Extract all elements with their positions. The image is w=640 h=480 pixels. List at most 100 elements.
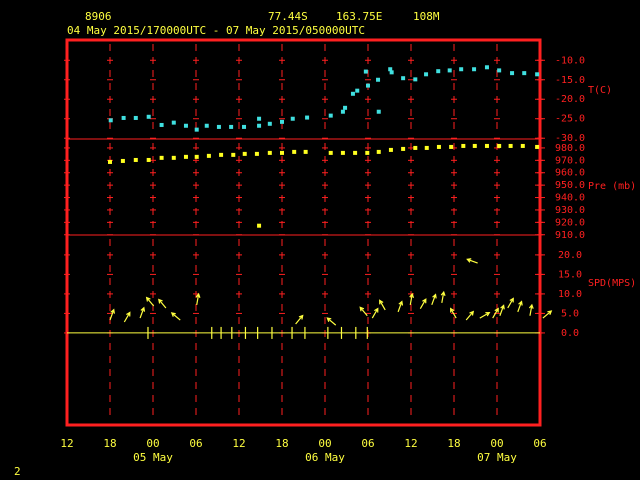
x-tick-label: 06: [361, 437, 374, 450]
data-point: [353, 150, 358, 155]
data-point: [484, 143, 489, 148]
wind-arrow: [479, 311, 491, 319]
axis-label: T(C): [588, 85, 612, 96]
y-tick-label: 10.0: [558, 289, 582, 300]
data-point: [108, 118, 113, 123]
data-point: [292, 149, 297, 154]
data-point: [388, 147, 393, 152]
wind-arrow: [507, 297, 514, 309]
data-point: [365, 150, 370, 155]
data-point: [424, 72, 429, 77]
data-point: [413, 77, 418, 82]
data-point: [108, 159, 112, 164]
x-tick-label: 00: [490, 437, 503, 450]
data-point: [242, 124, 247, 129]
data-point: [280, 119, 284, 124]
wind-arrow: [170, 312, 181, 321]
data-point: [206, 153, 211, 158]
data-point: [242, 151, 247, 156]
y-tick-label: -30.0: [555, 133, 585, 144]
wind-arrow: [158, 298, 167, 309]
data-point: [216, 124, 221, 129]
data-point: [436, 69, 441, 74]
y-tick-label: 940.0: [555, 193, 585, 204]
data-point: [219, 152, 224, 157]
y-tick-label: 930.0: [555, 205, 585, 216]
station-id: 8906: [85, 10, 112, 23]
x-tick-label: 18: [103, 437, 116, 450]
wind-arrow: [295, 314, 304, 325]
wind-arrow: [397, 300, 404, 313]
data-point: [290, 116, 295, 121]
data-point: [461, 143, 466, 148]
wind-arrow: [109, 308, 115, 321]
wind-arrow: [409, 292, 415, 305]
data-point: [267, 121, 272, 126]
y-tick-label: 20.0: [558, 250, 582, 261]
wind-arrow: [440, 290, 446, 303]
x-tick-label: 18: [275, 437, 288, 450]
y-tick-label: 920.0: [555, 217, 585, 228]
day-label: 06 May: [305, 451, 345, 464]
wind-arrow: [145, 296, 155, 307]
data-point: [449, 144, 454, 149]
data-point: [376, 109, 381, 114]
data-point: [146, 114, 151, 119]
data-point: [363, 69, 368, 74]
y-tick-label: 5.0: [561, 308, 579, 319]
data-point: [388, 67, 393, 72]
period: 04 May 2015/170000UTC - 07 May 2015/0500…: [67, 24, 365, 37]
wind-arrow: [139, 306, 146, 319]
data-point: [401, 146, 406, 151]
x-tick-label: 12: [404, 437, 417, 450]
y-tick-label: -25.0: [555, 114, 585, 125]
data-point: [472, 67, 477, 72]
data-point: [159, 122, 164, 127]
data-point: [229, 124, 234, 129]
wind-arrow: [123, 311, 131, 323]
data-point: [231, 152, 236, 157]
x-tick-label: 00: [318, 437, 331, 450]
data-point: [350, 91, 355, 96]
wind-arrow: [359, 306, 368, 317]
data-point: [257, 223, 262, 228]
y-tick-label: 950.0: [555, 180, 585, 191]
data-point: [472, 143, 477, 148]
data-point: [267, 150, 272, 155]
data-point: [484, 65, 489, 70]
y-tick-label: -10.0: [555, 55, 585, 66]
wind-arrow: [517, 300, 523, 313]
day-label: 05 May: [133, 451, 173, 464]
elevation: 108M: [413, 10, 440, 23]
data-point: [510, 71, 515, 76]
axis-label: SPD(MPS): [588, 278, 636, 289]
data-point: [171, 120, 176, 125]
wind-arrow: [465, 310, 475, 321]
data-point: [257, 123, 262, 128]
data-point: [146, 157, 151, 162]
data-point: [254, 151, 259, 156]
y-tick-label: 15.0: [558, 269, 582, 280]
y-tick-label: -15.0: [555, 75, 585, 86]
data-point: [436, 144, 441, 149]
wind-arrow: [499, 304, 505, 316]
data-point: [520, 143, 525, 148]
wind-arrow: [528, 303, 534, 316]
data-point: [459, 67, 464, 72]
data-point: [340, 150, 345, 155]
y-tick-label: -20.0: [555, 94, 585, 105]
y-tick-label: 980.0: [555, 143, 585, 154]
wind-arrow: [379, 299, 386, 311]
data-point: [447, 68, 452, 73]
data-point: [424, 145, 429, 150]
wind-arrow: [431, 293, 437, 306]
wind-arrow: [326, 317, 337, 326]
page-number: 2: [14, 465, 21, 478]
x-tick-label: 06: [533, 437, 546, 450]
data-point: [133, 115, 138, 120]
x-tick-label: 00: [146, 437, 159, 450]
data-point: [133, 157, 138, 162]
data-point: [204, 123, 209, 128]
